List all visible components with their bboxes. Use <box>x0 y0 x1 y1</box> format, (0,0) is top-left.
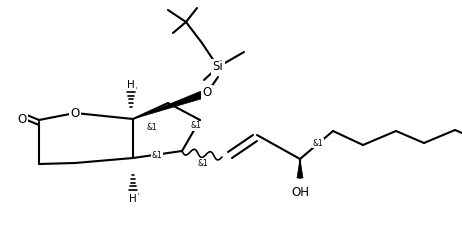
Text: H: H <box>129 194 137 204</box>
Polygon shape <box>133 89 208 119</box>
Text: &1: &1 <box>146 123 158 132</box>
Text: &1: &1 <box>152 151 162 160</box>
Text: O: O <box>18 113 27 126</box>
Text: &1: &1 <box>191 122 201 131</box>
Text: OH: OH <box>291 186 309 199</box>
Text: Si: Si <box>213 60 223 73</box>
Text: O: O <box>70 106 79 119</box>
Text: O: O <box>202 87 212 100</box>
Text: &1: &1 <box>313 138 323 147</box>
Text: &1: &1 <box>198 159 208 168</box>
Polygon shape <box>297 159 303 178</box>
Text: H: H <box>127 80 135 90</box>
